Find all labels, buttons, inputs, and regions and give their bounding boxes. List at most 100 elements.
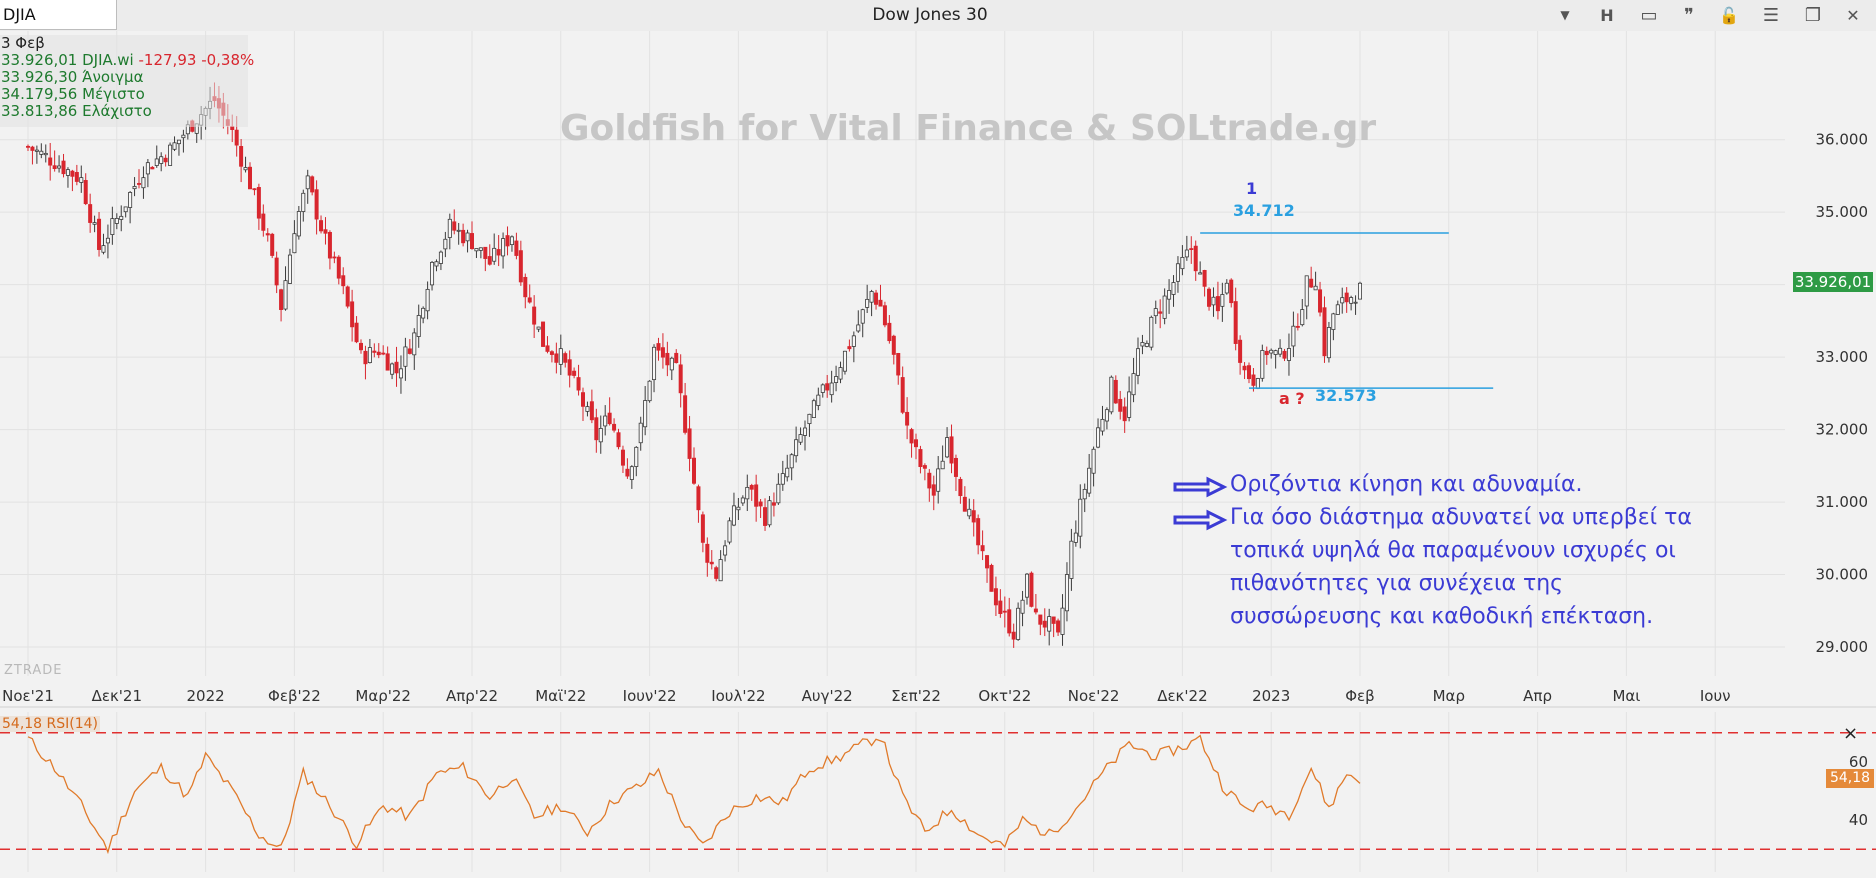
candle-body <box>1060 607 1065 635</box>
candle-body <box>447 218 452 238</box>
candle-body <box>509 236 514 246</box>
candle-body <box>785 467 790 478</box>
candle-body <box>1220 294 1225 307</box>
candle-body <box>1073 532 1078 543</box>
candle-body <box>856 324 861 332</box>
candle-body <box>469 233 474 250</box>
x-tick-label: Μαρ <box>1433 687 1465 705</box>
candle-body <box>656 343 661 351</box>
candle-body <box>176 139 181 145</box>
candle-body <box>980 545 985 552</box>
candle-body <box>119 215 124 220</box>
h-button[interactable]: H <box>1600 5 1614 25</box>
candle-body <box>1189 248 1194 251</box>
candle-body <box>1171 282 1176 295</box>
info-open-label: Άνοιγμα <box>82 68 144 86</box>
candle-body <box>1215 296 1220 312</box>
candle-body <box>385 353 390 371</box>
candle-body <box>763 507 768 526</box>
candle-body <box>865 298 870 308</box>
quote-icon[interactable]: ❞ <box>1684 4 1694 26</box>
info-high-label: Μέγιστο <box>82 85 145 103</box>
candle-body <box>421 307 426 319</box>
candle-body <box>70 170 75 177</box>
candle-body <box>1242 365 1247 371</box>
candle-body <box>501 238 506 257</box>
candle-body <box>878 299 883 307</box>
candle-body <box>1096 427 1101 448</box>
candle-body <box>1047 616 1052 632</box>
candle-body <box>998 600 1003 615</box>
price-chart[interactable]: Νοε'21 Δεκ'21 2022 Φεβ'22 Μαρ'22 Απρ'22 Μαϊ'22… <box>0 31 1876 878</box>
candle-body <box>1184 249 1189 258</box>
candle-body <box>803 427 808 436</box>
candle-body <box>48 157 53 166</box>
menu-icon[interactable]: ☰ <box>1762 4 1780 26</box>
candle-body <box>407 348 412 354</box>
candle-body <box>363 350 368 365</box>
x-tick-label: 2022 <box>187 687 225 705</box>
candle-body <box>1136 348 1141 376</box>
candle-body <box>452 221 457 231</box>
candle-body <box>283 280 288 310</box>
candle-body <box>665 352 670 366</box>
candle-body <box>443 238 448 250</box>
candle-body <box>945 437 950 458</box>
lock-icon[interactable]: 🔓 <box>1719 5 1739 25</box>
close-rsi-icon[interactable]: × <box>1843 723 1859 744</box>
x-tick-label: Νοε'22 <box>1068 687 1120 705</box>
y-tick-label: 36.000 <box>1816 131 1869 149</box>
candle-body <box>123 206 128 213</box>
candle-body <box>1300 309 1305 326</box>
candle-body <box>412 332 417 356</box>
candle-body <box>105 237 110 244</box>
last-price-tag: 33.926,01 <box>1793 272 1873 292</box>
x-tick-label: Απρ'22 <box>446 687 498 705</box>
x-tick-label: Μαρ'22 <box>355 687 411 705</box>
candle-body <box>252 188 257 191</box>
symbol-input[interactable]: DJIA <box>0 0 117 30</box>
candle-body <box>900 377 905 413</box>
x-tick-label: 2023 <box>1252 687 1290 705</box>
dropdown-icon[interactable]: ▼ <box>1560 8 1570 22</box>
candle-body <box>1202 270 1207 287</box>
candle-body <box>1064 574 1069 612</box>
candle-body <box>398 368 403 379</box>
x-tick-label: Μαι <box>1612 687 1640 705</box>
candle-body <box>1033 608 1038 613</box>
window-titlebar: DJIA Dow Jones 30 ▼ H ▭ ❞ 🔓 ☰ ❐ ✕ <box>0 0 1876 32</box>
info-low-label: Ελάχιστο <box>82 102 152 120</box>
candle-body <box>1162 295 1167 319</box>
candle-body <box>634 446 639 467</box>
candle-body <box>674 352 679 364</box>
rsi-pane <box>0 712 1876 872</box>
wave-a-label: a ? <box>1279 389 1305 408</box>
candle-body <box>953 457 958 477</box>
candle-body <box>39 150 44 155</box>
candle-body <box>52 165 57 169</box>
y-tick-label: 32.000 <box>1816 421 1869 439</box>
restore-icon[interactable]: ❐ <box>1804 4 1822 26</box>
candle-body <box>354 322 359 343</box>
candle-body <box>1091 448 1096 474</box>
candle-body <box>296 211 301 237</box>
candle-body <box>727 520 732 543</box>
candle-body <box>598 428 603 443</box>
candle-body <box>110 218 115 235</box>
layout-icon[interactable]: ▭ <box>1640 4 1658 26</box>
candle-body <box>549 351 554 355</box>
x-tick-label: Αυγ'22 <box>802 687 853 705</box>
candle-body <box>65 169 70 176</box>
candle-body <box>891 335 896 355</box>
candle-body <box>336 256 341 279</box>
candle-body <box>456 229 461 232</box>
candle-body <box>101 245 106 253</box>
candle-body <box>492 247 497 262</box>
arrow-icons <box>1173 476 1228 531</box>
candle-body <box>612 423 617 431</box>
candle-body <box>487 256 492 265</box>
candle-body <box>1038 614 1043 625</box>
candle-body <box>145 162 150 175</box>
close-icon[interactable]: ✕ <box>1846 5 1860 25</box>
candle-body <box>301 192 306 212</box>
